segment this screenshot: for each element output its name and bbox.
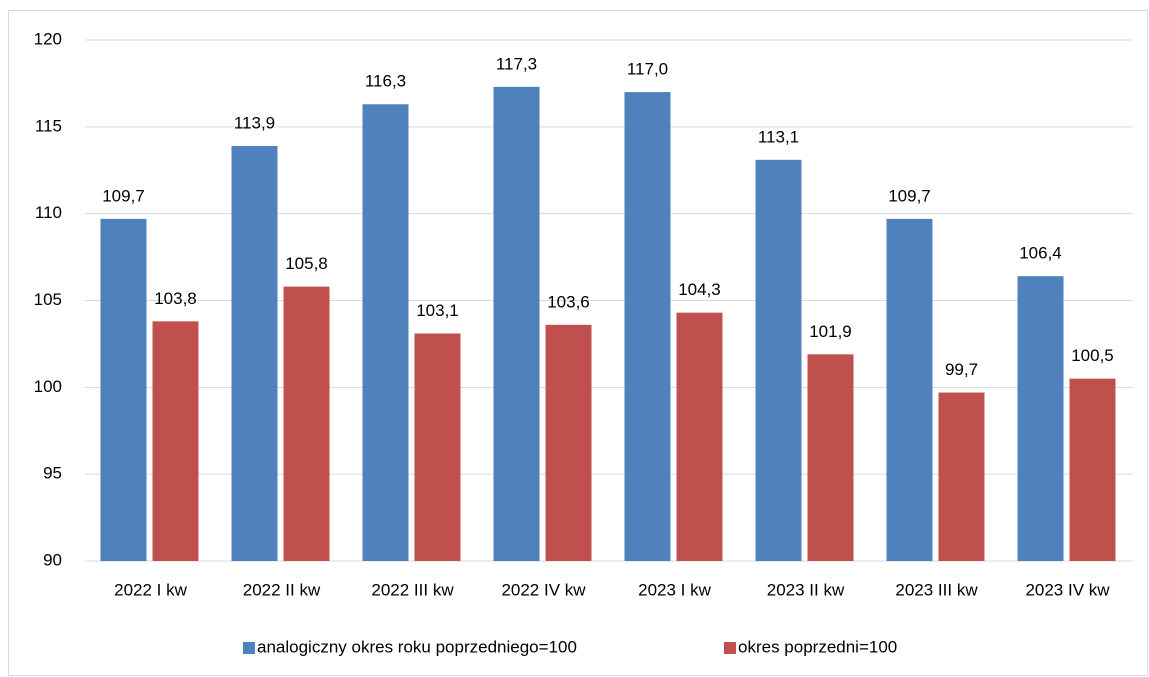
bar	[1069, 378, 1116, 561]
value-label: 113,9	[234, 113, 275, 132]
y-tick-label: 120	[34, 29, 62, 48]
bar	[938, 392, 985, 561]
bar	[362, 104, 409, 562]
value-label: 100,5	[1071, 346, 1114, 365]
x-tick-label: 2023 III kw	[895, 580, 978, 599]
value-label: 113,1	[758, 127, 799, 146]
bar	[231, 145, 278, 562]
x-tick-label: 2022 I kw	[114, 580, 187, 599]
bar	[100, 218, 147, 562]
bar	[1017, 276, 1064, 561]
value-label: 103,8	[154, 289, 197, 308]
x-tick-label: 2023 IV kw	[1025, 580, 1110, 599]
value-label: 106,4	[1019, 244, 1062, 263]
bar	[624, 92, 671, 561]
y-tick-label: 95	[43, 464, 62, 483]
y-tick-label: 110	[35, 203, 62, 222]
legend-label: analogiczny okres roku poprzedniego=100	[257, 637, 577, 656]
value-label: 117,3	[496, 54, 537, 73]
bar	[414, 333, 461, 561]
bar	[493, 86, 540, 561]
y-tick-label: 100	[34, 377, 62, 396]
legend-label: okres poprzedni=100	[738, 637, 897, 656]
value-label: 104,3	[678, 280, 721, 299]
value-label: 103,6	[547, 292, 590, 311]
value-label: 105,8	[285, 254, 328, 273]
y-tick-label: 115	[35, 116, 62, 135]
x-tick-label: 2022 III kw	[371, 580, 454, 599]
legend-swatch	[243, 642, 255, 654]
value-label: 101,9	[809, 322, 852, 341]
x-tick-label: 2023 I kw	[638, 580, 711, 599]
value-label: 116,3	[365, 72, 406, 91]
value-label: 99,7	[945, 360, 978, 379]
value-label: 109,7	[888, 186, 931, 205]
chart-border	[8, 10, 1148, 676]
bar	[755, 159, 802, 561]
value-label: 117,0	[627, 60, 668, 79]
y-tick-label: 105	[34, 290, 62, 309]
bar	[676, 312, 723, 561]
bar	[886, 218, 933, 562]
x-tick-label: 2022 IV kw	[501, 580, 586, 599]
bar	[283, 286, 330, 561]
value-label: 109,7	[102, 186, 145, 205]
bar	[545, 324, 592, 561]
y-tick-label: 90	[43, 550, 62, 569]
x-tick-label: 2022 II kw	[243, 580, 321, 599]
bar	[152, 321, 199, 561]
bar	[807, 354, 854, 561]
legend-swatch	[724, 642, 736, 654]
x-tick-label: 2023 II kw	[767, 580, 845, 599]
value-label: 103,1	[416, 301, 459, 320]
